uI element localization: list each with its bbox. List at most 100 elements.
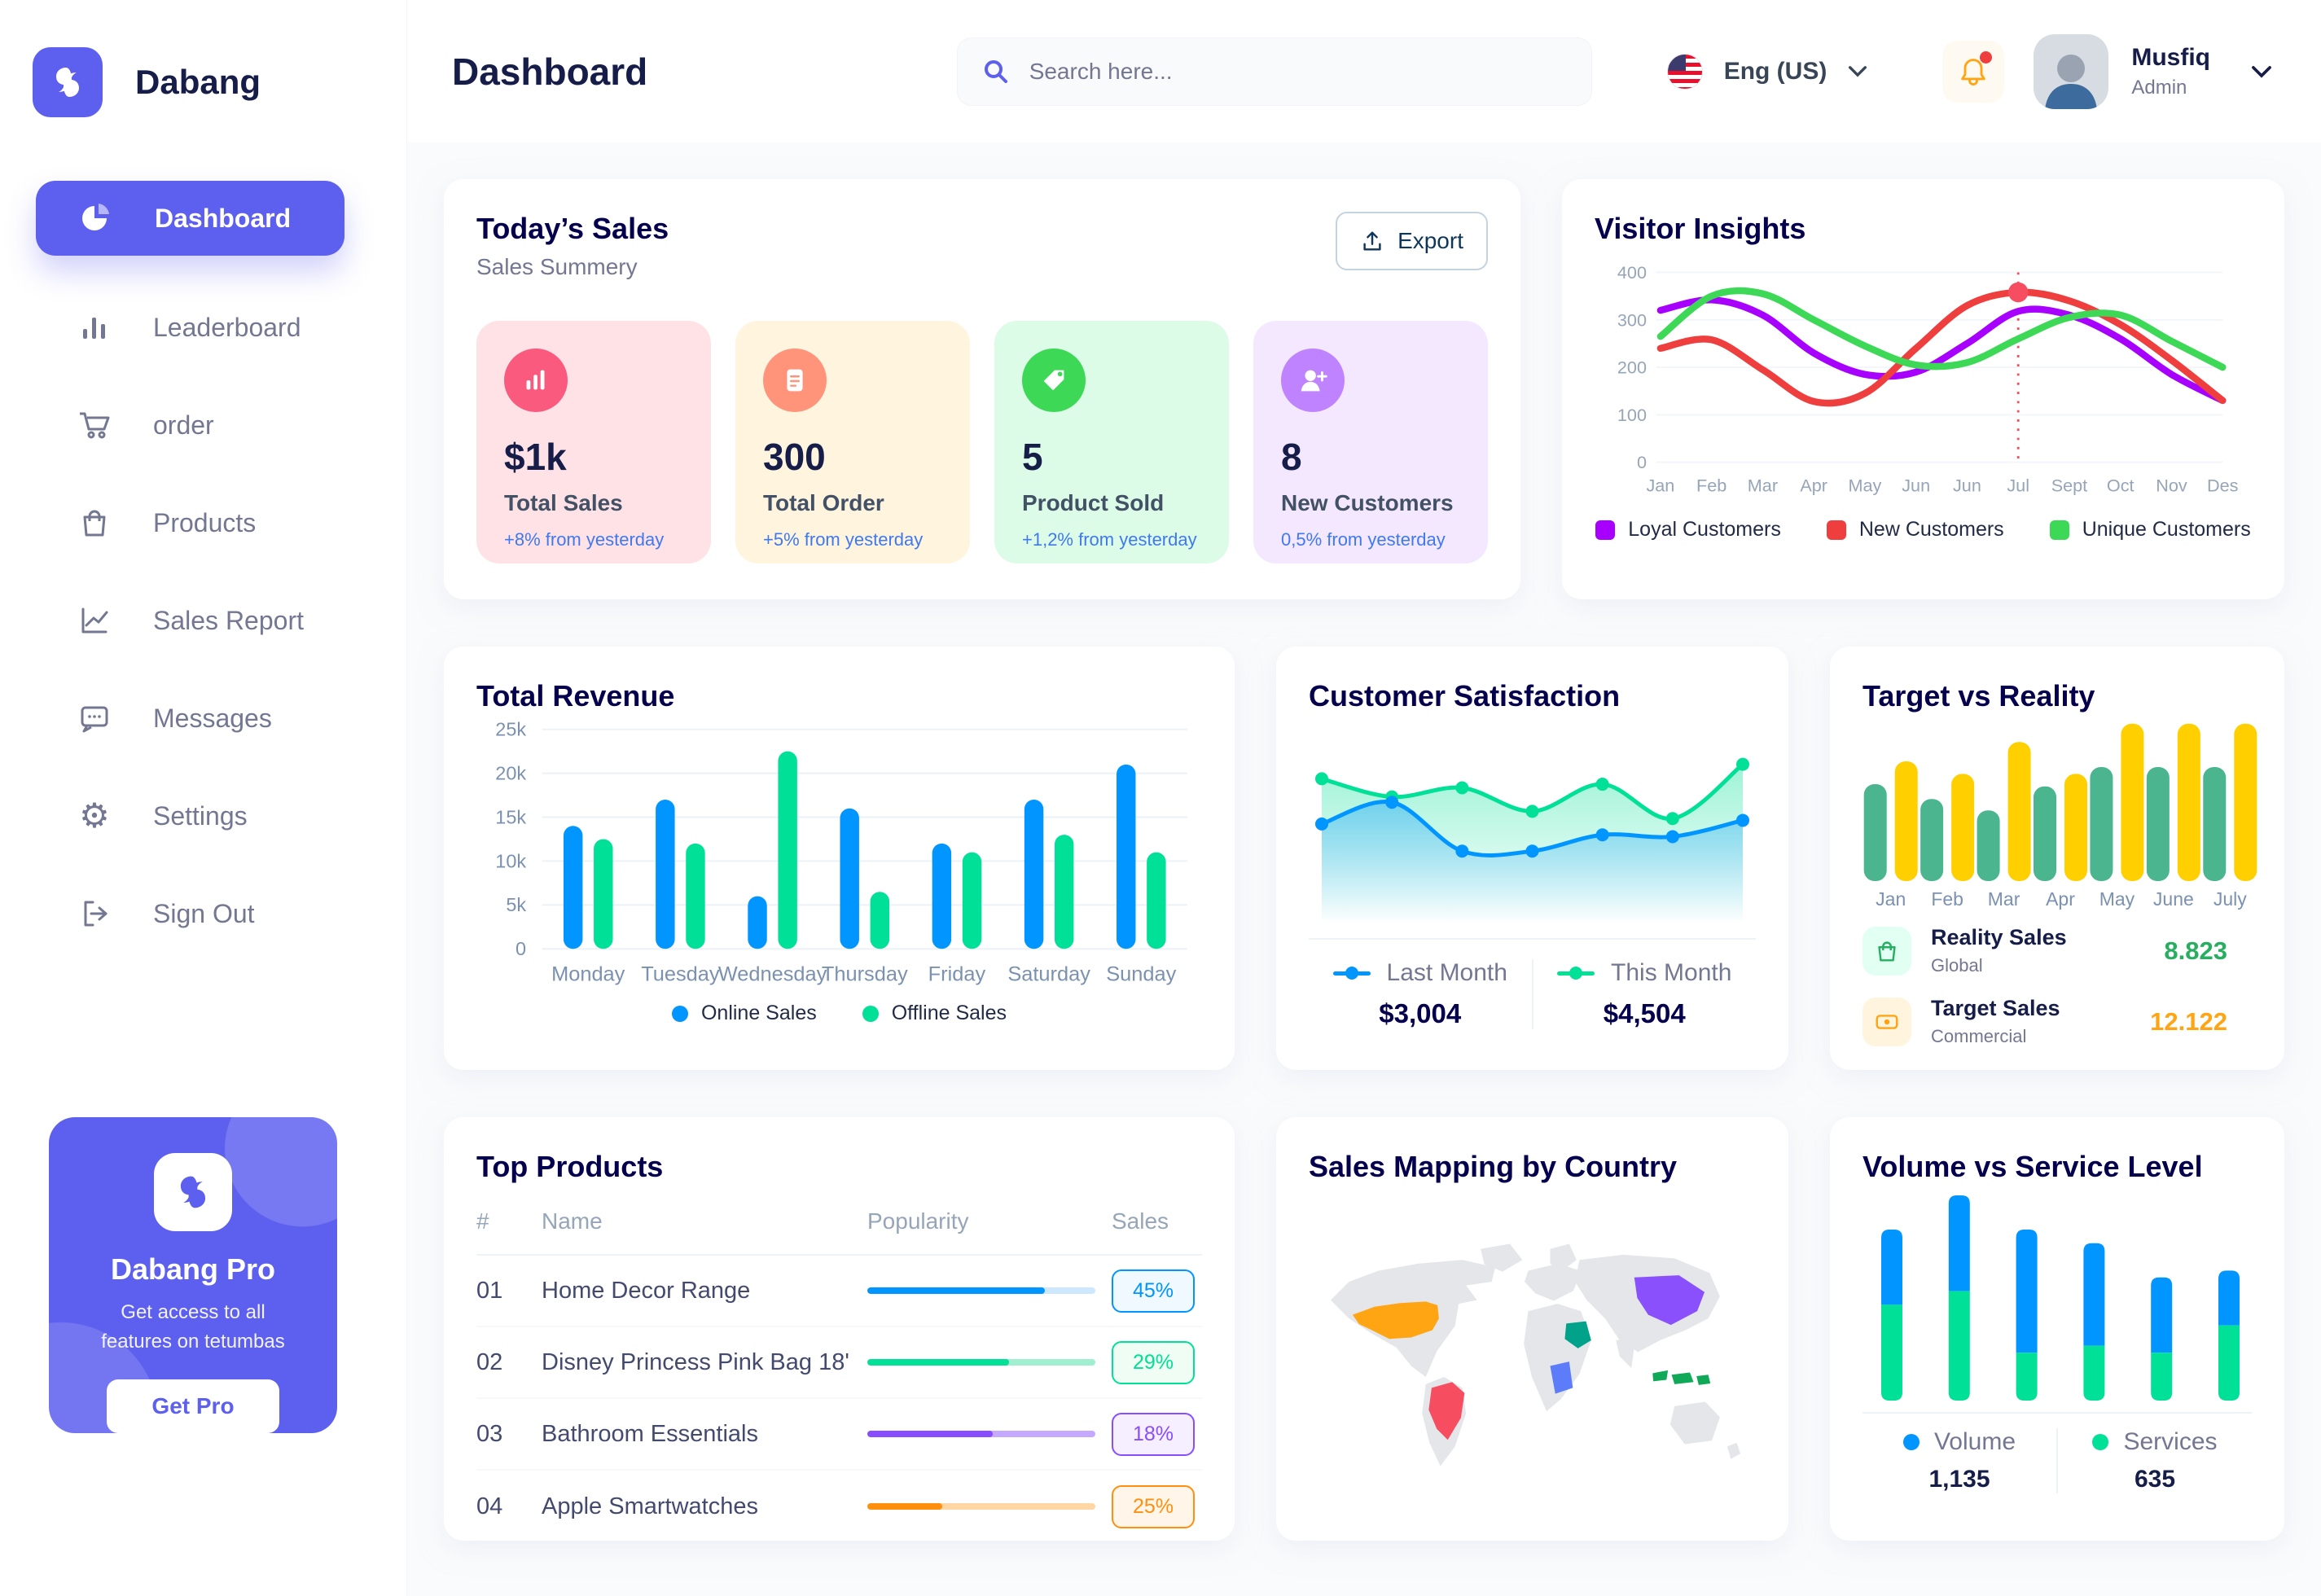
- svg-text:Monday: Monday: [551, 962, 625, 985]
- top-products-title: Top Products: [476, 1150, 664, 1183]
- sign-out-icon: [75, 896, 114, 932]
- popularity-bar: [867, 1431, 1112, 1437]
- legend-value: $3,004: [1379, 998, 1462, 1028]
- sidebar-item-sign-out[interactable]: Sign Out: [0, 865, 406, 962]
- legend-label: Target Sales: [1931, 996, 2060, 1020]
- profile-chevron-down-icon[interactable]: [2251, 65, 2272, 78]
- sales-badge: 45%: [1112, 1269, 1196, 1313]
- svg-text:June: June: [2153, 888, 2194, 910]
- svg-text:400: 400: [1617, 262, 1647, 283]
- shopping-bag-icon: [75, 505, 114, 541]
- sidebar-item-label: Dashboard: [155, 203, 292, 233]
- user-role: Admin: [2131, 76, 2187, 99]
- pie-chart-icon: [77, 200, 116, 236]
- svg-text:300: 300: [1617, 309, 1647, 330]
- visitor-insights-card: Visitor Insights 0 100 200 300 400 Jan Feb Mar A…: [1562, 179, 2284, 599]
- svg-text:May: May: [1849, 475, 1882, 495]
- svg-text:Feb: Feb: [1696, 475, 1726, 495]
- col-sales: Sales: [1112, 1208, 1169, 1234]
- popularity-bar: [867, 1359, 1112, 1366]
- svg-text:May: May: [2099, 888, 2135, 910]
- legend-label: Loyal Customers: [1628, 518, 1781, 541]
- brand-header: Dabang: [0, 0, 406, 117]
- svg-text:Nov: Nov: [2156, 475, 2187, 495]
- legend-value: 1,135: [1928, 1466, 1990, 1493]
- export-button[interactable]: Export: [1336, 212, 1488, 270]
- svg-text:5k: 5k: [506, 894, 526, 915]
- stat-label: Total Sales: [504, 490, 623, 515]
- sidebar-item-order[interactable]: order: [0, 376, 406, 474]
- svg-text:20k: 20k: [495, 762, 526, 783]
- legend-dot: [1902, 1434, 1920, 1450]
- sales-mapping-title: Sales Mapping by Country: [1309, 1150, 1678, 1183]
- svg-text:Feb: Feb: [1931, 888, 1963, 910]
- table-row: 03 Bathroom Essentials 18%: [476, 1399, 1202, 1471]
- svg-text:Thursday: Thursday: [822, 962, 908, 985]
- us-flag-icon: [1666, 53, 1703, 90]
- sidebar-item-leaderboard[interactable]: Leaderboard: [0, 278, 406, 376]
- target-vs-reality-legend: Reality Sales Global 8.823 Target Sales …: [1863, 925, 2252, 1047]
- get-pro-button[interactable]: Get Pro: [107, 1379, 279, 1433]
- svg-text:Apr: Apr: [2046, 888, 2075, 910]
- language-selector[interactable]: Eng (US): [1666, 53, 1868, 90]
- user-plus-icon: [1281, 349, 1345, 412]
- svg-text:25k: 25k: [495, 718, 526, 739]
- stat-cards: $1k Total Sales +8% from yesterday 300 T…: [476, 321, 1488, 563]
- notification-badge: [1980, 50, 1993, 64]
- legend-label: Services: [2123, 1428, 2218, 1455]
- legend-label: This Month: [1611, 959, 1732, 986]
- stat-card-total-sales: $1k Total Sales +8% from yesterday: [476, 321, 711, 563]
- sidebar-item-settings[interactable]: ⚙ Settings: [0, 767, 406, 865]
- export-icon: [1363, 231, 1381, 251]
- volume-vs-service-title: Volume vs Service Level: [1863, 1150, 2203, 1183]
- sidebar-item-messages[interactable]: Messages: [0, 669, 406, 767]
- svg-text:0: 0: [516, 938, 526, 959]
- legend-label: Volume: [1933, 1428, 2016, 1455]
- user-profile[interactable]: Musfiq Admin: [2131, 44, 2210, 99]
- sidebar-item-sales-report[interactable]: Sales Report: [0, 572, 406, 669]
- target-vs-reality-title: Target vs Reality: [1863, 679, 2095, 712]
- country-brazil: [1428, 1382, 1465, 1440]
- shopping-bag-icon: [1863, 926, 1911, 976]
- top-products-card: Top Products # Name Popularity Sales 01 H…: [444, 1117, 1235, 1541]
- country-china: [1634, 1275, 1705, 1326]
- svg-text:Mar: Mar: [1748, 475, 1778, 495]
- legend-label: Last Month: [1386, 959, 1507, 986]
- pro-title: Dabang Pro: [110, 1252, 276, 1286]
- svg-text:15k: 15k: [495, 806, 526, 827]
- country-united-states: [1352, 1301, 1439, 1340]
- product-name: Disney Princess Pink Bag 18': [542, 1348, 849, 1375]
- bar-chart-icon: [504, 349, 568, 412]
- customer-satisfaction-chart: [1309, 723, 1756, 933]
- stat-delta: +8% from yesterday: [504, 529, 665, 550]
- total-revenue-chart: 0 5k 10k 15k 20k 25k Monday Tuesday Wednesday Thu…: [476, 718, 1202, 993]
- legend-sublabel: Commercial: [1931, 1026, 2027, 1046]
- sales-badge: 25%: [1112, 1484, 1196, 1528]
- user-avatar[interactable]: [2034, 33, 2109, 109]
- todays-sales-subtitle: Sales Summery: [476, 254, 638, 279]
- legend-label: Online Sales: [700, 1002, 817, 1024]
- search-bar: [956, 37, 1592, 106]
- sidebar-item-dashboard[interactable]: Dashboard: [36, 181, 344, 256]
- sales-mapping-card: Sales Mapping by Country: [1276, 1117, 1788, 1541]
- sidebar-item-products[interactable]: Products: [0, 474, 406, 572]
- sidebar-item-label: Leaderboard: [153, 312, 301, 342]
- stat-card-product-sold: 5 Product Sold +1,2% from yesterday: [994, 321, 1229, 563]
- col-popularity: Popularity: [867, 1208, 969, 1234]
- svg-text:Friday: Friday: [928, 962, 986, 985]
- target-vs-reality-chart: Jan Feb Mar Apr May June July: [1863, 717, 2258, 912]
- country-saudi-arabia: [1564, 1321, 1591, 1348]
- legend-label: New Customers: [1858, 518, 2004, 541]
- legend-swatch: [2049, 520, 2069, 540]
- notifications-button[interactable]: [1942, 40, 2005, 103]
- stat-value: 300: [763, 436, 826, 478]
- stat-card-new-customers: 8 New Customers 0,5% from yesterday: [1253, 321, 1488, 563]
- legend-dot: [862, 1005, 879, 1022]
- legend-marker: [1557, 966, 1595, 980]
- popularity-bar: [867, 1287, 1112, 1294]
- pro-description: Get access to all features on tetumbas: [101, 1301, 285, 1353]
- language-label: Eng (US): [1723, 57, 1827, 85]
- svg-text:Jun: Jun: [1953, 475, 1981, 495]
- search-input[interactable]: [1029, 58, 1567, 85]
- svg-text:July: July: [2214, 888, 2247, 910]
